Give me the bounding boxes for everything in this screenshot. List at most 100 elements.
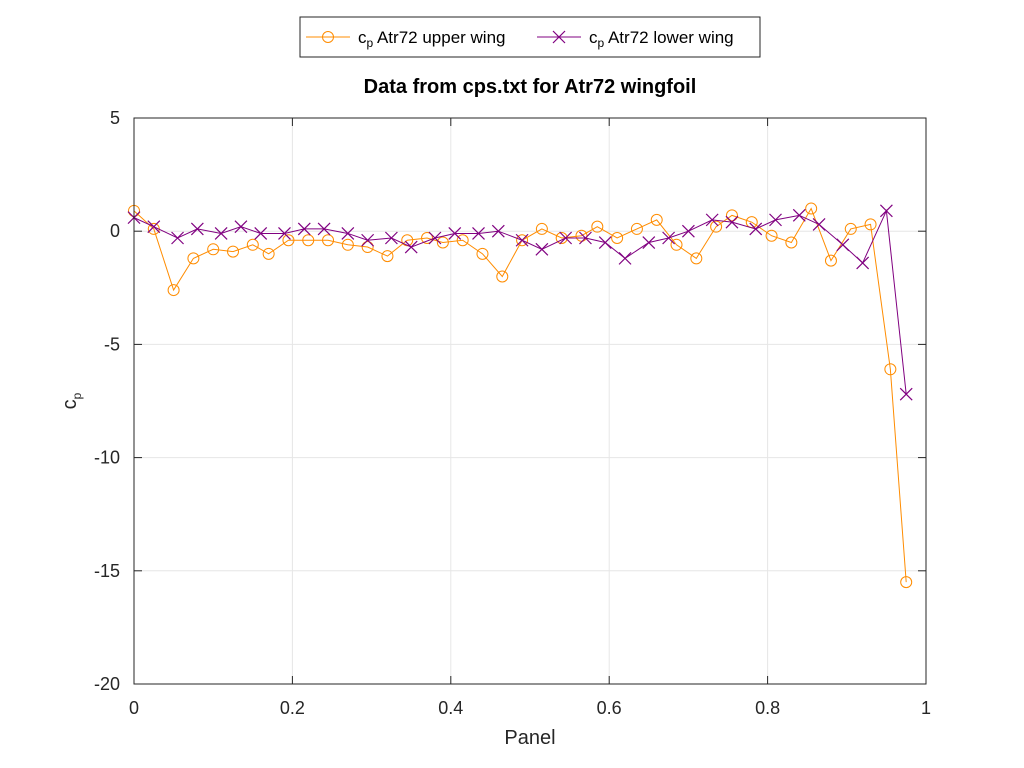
data-point (559, 231, 573, 245)
series-lower-wing (127, 204, 913, 401)
data-point (630, 222, 643, 235)
data-point (591, 220, 604, 233)
data-point (765, 229, 778, 242)
data-point (884, 363, 897, 376)
x-axis-label: Panel (504, 727, 555, 749)
data-point (705, 213, 719, 227)
x-tick-label: 0.6 (597, 698, 622, 718)
data-point (864, 218, 877, 231)
data-point (361, 241, 374, 254)
legend: cp Atr72 upper wing cp Atr72 lower wing (299, 16, 761, 58)
data-point (381, 250, 394, 263)
data-point (167, 284, 180, 297)
y-axis-label-subscript: p (70, 392, 84, 399)
y-tick-label: -5 (104, 334, 120, 354)
data-point (805, 202, 818, 215)
data-point (725, 209, 738, 222)
data-point (282, 234, 295, 247)
y-axis-label: cp (59, 392, 84, 409)
data-point (824, 254, 837, 267)
data-point (690, 252, 703, 265)
data-point (428, 231, 442, 245)
data-point (681, 224, 695, 238)
y-tick-label: -20 (94, 674, 120, 694)
data-point (262, 247, 275, 260)
data-point (421, 231, 434, 244)
x-tick-label: 0.4 (438, 698, 463, 718)
data-point (650, 213, 663, 226)
plot-frame (133, 117, 927, 685)
data-point (190, 222, 204, 236)
y-axis-label-base: c (59, 399, 81, 409)
data-point (618, 251, 632, 265)
data-point (187, 252, 200, 265)
data-point (749, 222, 763, 236)
data-point (322, 234, 335, 247)
x-tick-label: 0.8 (755, 698, 780, 718)
data-point (436, 236, 449, 249)
data-point (227, 245, 239, 258)
data-point (662, 231, 676, 245)
data-point (341, 227, 355, 240)
data-point (456, 234, 469, 247)
series-layer (127, 202, 913, 589)
data-point (341, 238, 354, 251)
data-point (611, 231, 624, 244)
plot-area: 0 0.2 0.4 0.6 0.8 1 5 0 -5 -10 -15 -20 (94, 108, 931, 718)
data-point (836, 238, 850, 252)
y-tick-label: -15 (94, 561, 120, 581)
data-point (670, 238, 683, 251)
data-point (792, 208, 806, 222)
data-point (812, 217, 826, 231)
legend-label: cp Atr72 lower wing (589, 28, 734, 50)
data-point (246, 238, 259, 251)
y-tick-label: -10 (94, 448, 120, 468)
x-tick-label: 0 (129, 698, 139, 718)
legend-item-upper-wing: cp Atr72 upper wing (306, 28, 506, 50)
data-point (214, 227, 228, 240)
data-point (384, 231, 398, 245)
y-tick-label: 5 (110, 108, 120, 128)
data-point (361, 233, 375, 247)
x-tick-label: 1 (921, 698, 931, 718)
data-point (856, 256, 870, 270)
data-point (234, 220, 248, 234)
data-point (491, 224, 505, 238)
data-point (278, 227, 291, 240)
data-point (879, 204, 893, 218)
x-tick-label: 0.2 (280, 698, 305, 718)
data-point (302, 234, 315, 247)
data-point (899, 387, 913, 401)
data-point (725, 215, 739, 229)
data-point (317, 222, 331, 236)
legend-marker (552, 30, 566, 44)
data-point (496, 270, 509, 283)
data-point (535, 222, 548, 235)
data-point (297, 222, 311, 236)
data-point (147, 220, 161, 234)
data-point (448, 227, 462, 240)
data-point (579, 231, 592, 245)
data-point (171, 231, 184, 245)
data-point (785, 236, 798, 249)
data-point (207, 243, 220, 256)
chart-title: Data from cps.txt for Atr72 wingfoil (364, 76, 697, 98)
plot-background (134, 118, 926, 684)
legend-box (299, 16, 761, 58)
legend-label: cp Atr72 upper wing (358, 28, 506, 50)
ticks: 0 0.2 0.4 0.6 0.8 1 5 0 -5 -10 -15 -20 (94, 108, 931, 718)
data-point (844, 222, 857, 235)
y-tick-label: 0 (110, 221, 120, 241)
data-point (472, 227, 485, 240)
data-point (710, 220, 723, 233)
legend-item-lower-wing: cp Atr72 lower wing (537, 28, 734, 50)
data-point (476, 247, 489, 260)
data-point (254, 227, 268, 240)
data-point (598, 236, 612, 249)
data-point (900, 576, 913, 589)
data-point (642, 236, 656, 249)
data-point (535, 242, 549, 256)
data-point (404, 240, 418, 254)
data-point (515, 233, 529, 247)
